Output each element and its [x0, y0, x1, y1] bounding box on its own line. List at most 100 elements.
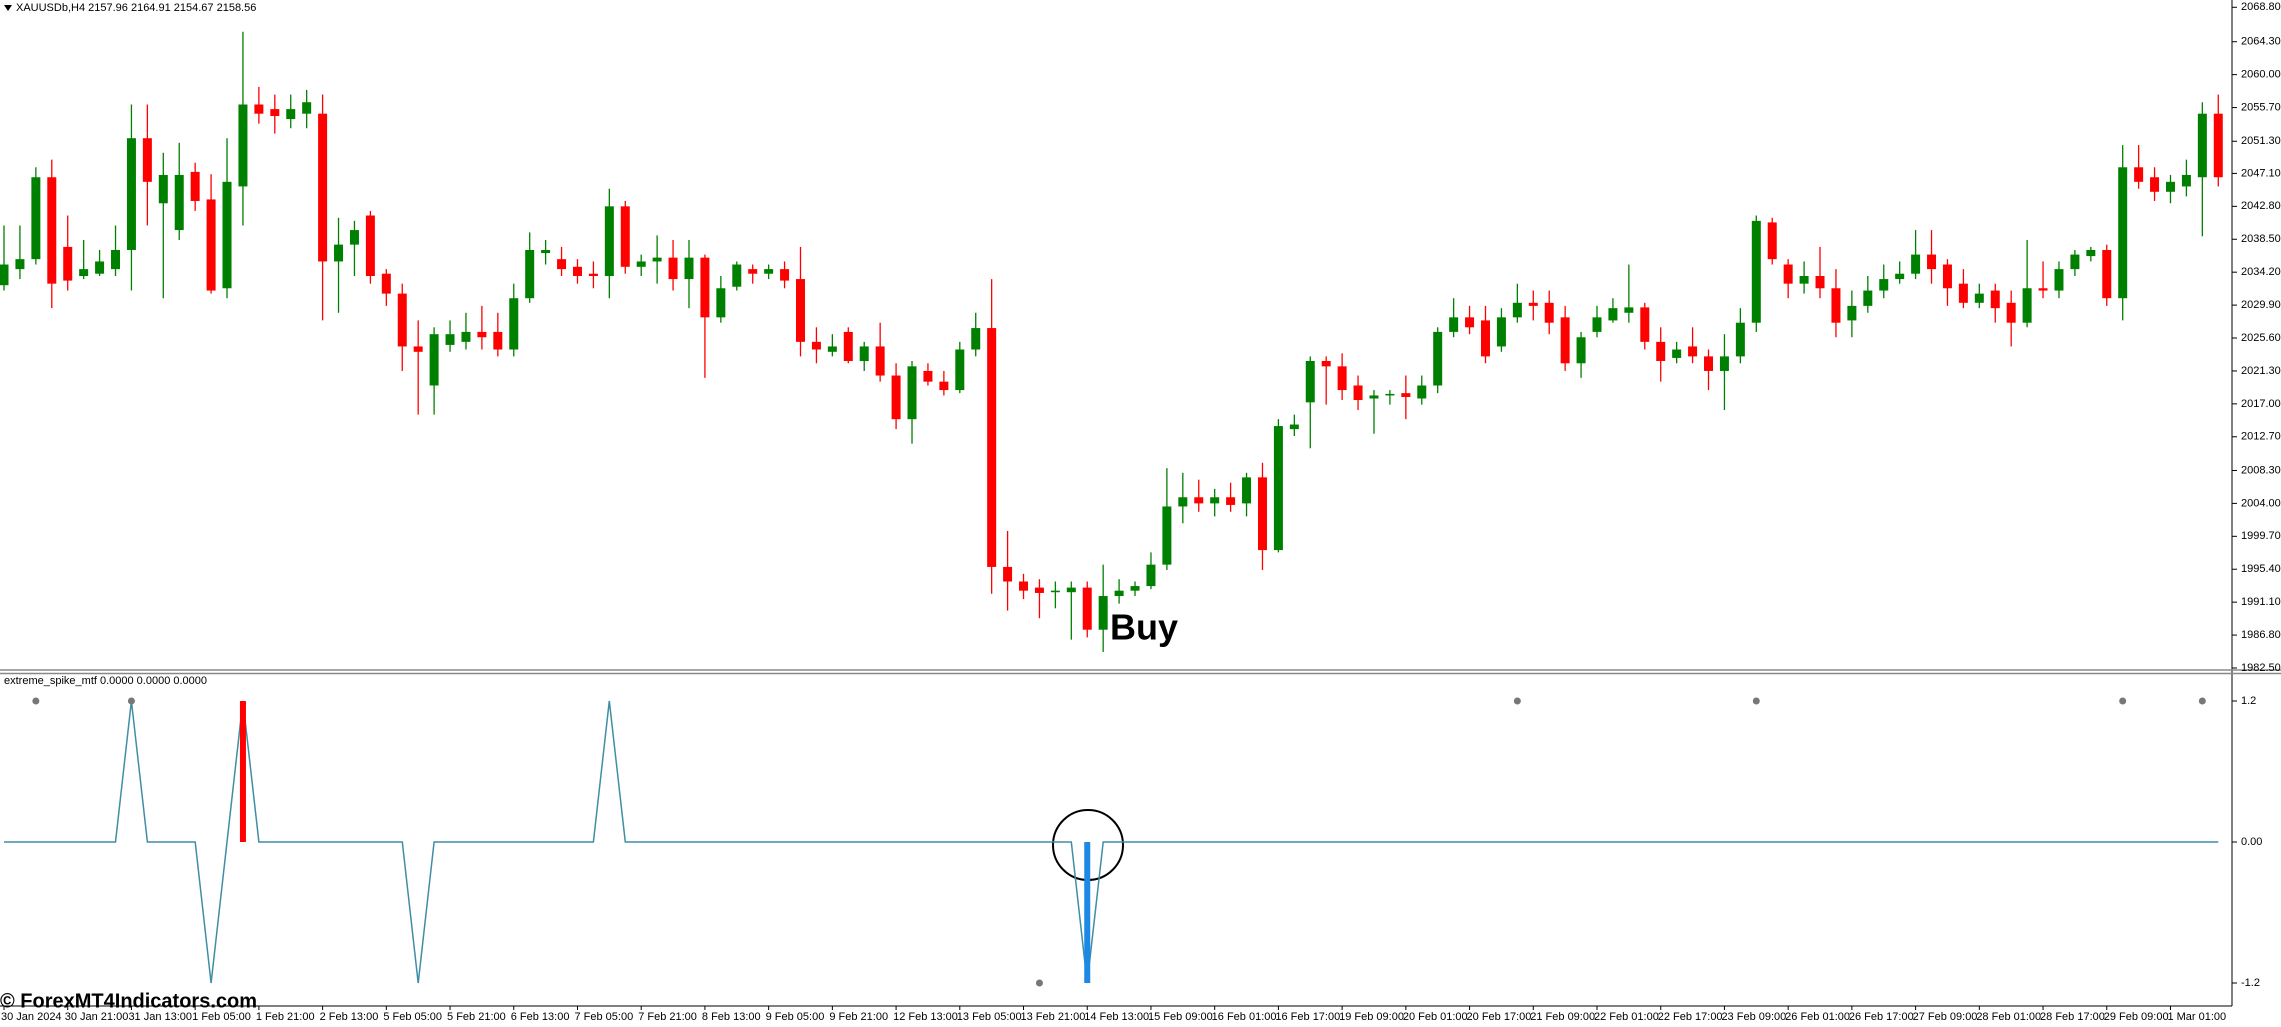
y-tick-label: 2021.30 [2241, 365, 2281, 377]
x-tick-label: 14 Feb 13:00 [1084, 1011, 1149, 1023]
candle-body [1958, 283, 1968, 303]
candle-body [429, 334, 439, 386]
x-tick-label: 1 Mar 01:00 [2167, 1011, 2226, 1023]
candle-body [1433, 331, 1443, 386]
candle-body [1130, 586, 1140, 591]
candle-body [222, 181, 232, 289]
y-tick-label: 2004.00 [2241, 497, 2281, 509]
candle-body [1082, 587, 1092, 630]
candle-body [1353, 385, 1363, 401]
signal-dot [2198, 697, 2206, 705]
candle-body [827, 346, 837, 352]
candle-body [413, 346, 423, 352]
candle-body [1592, 317, 1602, 332]
candle-body [1783, 264, 1793, 284]
candle-body [1114, 590, 1124, 597]
candle-body [1226, 497, 1236, 505]
candle-body [588, 273, 598, 277]
candle-body [2150, 177, 2160, 192]
candle-body [1942, 264, 1952, 289]
candle-body [1735, 322, 1745, 357]
x-tick-label: 21 Feb 09:00 [1530, 1011, 1595, 1023]
x-tick-label: 20 Feb 17:00 [1467, 1011, 1532, 1023]
candle-body [158, 174, 168, 204]
candle-body [31, 177, 41, 260]
candle-body [939, 381, 949, 391]
signal-bar [1084, 842, 1091, 983]
candle-body [63, 246, 73, 281]
x-tick-label: 22 Feb 17:00 [1658, 1011, 1723, 1023]
candle-body [748, 269, 758, 274]
candle-body [1210, 497, 1220, 504]
candle-body [1815, 276, 1825, 289]
candle-body [1847, 305, 1857, 321]
x-tick-label: 23 Feb 09:00 [1721, 1011, 1786, 1023]
candle-body [334, 244, 344, 262]
candle-body [1465, 317, 1475, 328]
candle-body [1242, 477, 1252, 504]
candle-body [1369, 395, 1379, 399]
x-tick-label: 13 Feb 21:00 [1021, 1011, 1086, 1023]
candle-body [1624, 307, 1634, 313]
candle-body [1098, 596, 1108, 630]
candle-body [381, 273, 391, 294]
x-tick-label: 30 Jan 21:00 [65, 1011, 129, 1023]
x-tick-label: 16 Feb 17:00 [1275, 1011, 1340, 1023]
candle-body [174, 174, 184, 231]
indicator-line [4, 700, 2219, 984]
candle-body [1560, 317, 1570, 364]
candle-body [811, 341, 821, 350]
y-tick-label: 2034.20 [2241, 266, 2281, 278]
candle-body [2165, 181, 2175, 192]
candle-body [1512, 302, 1522, 318]
candle-body [79, 269, 89, 277]
candle-body [620, 206, 630, 267]
candle-body [1974, 293, 1984, 303]
candle-body [461, 331, 471, 342]
signal-dot [1752, 697, 1760, 705]
candle-body [2197, 113, 2207, 178]
candle-body [1576, 337, 1586, 364]
y-tick-label: 0.00 [2241, 836, 2262, 848]
chart-title: XAUUSDb,H4 2157.96 2164.91 2154.67 2158.… [16, 2, 256, 14]
candle-body [1911, 254, 1921, 274]
candle-body [1719, 356, 1729, 371]
candle-body [1640, 307, 1650, 342]
candle-body [2006, 302, 2016, 323]
x-tick-label: 1 Feb 21:00 [256, 1011, 315, 1023]
x-tick-label: 1 Feb 05:00 [192, 1011, 251, 1023]
candle-body [2038, 288, 2048, 291]
y-tick-label: -1.2 [2241, 977, 2260, 989]
candle-body [780, 269, 790, 281]
indicator-title: extreme_spike_mtf 0.0000 0.0000 0.0000 [4, 675, 207, 687]
candle-body [859, 346, 869, 361]
x-tick-label: 6 Feb 13:00 [511, 1011, 570, 1023]
x-tick-label: 5 Feb 21:00 [447, 1011, 506, 1023]
candle-body [2213, 113, 2223, 178]
x-tick-label: 8 Feb 13:00 [702, 1011, 761, 1023]
candle-body [126, 138, 136, 250]
y-tick-label: 2029.90 [2241, 299, 2281, 311]
candle-body [190, 171, 200, 201]
candle-body [1337, 366, 1347, 391]
x-tick-label: 30 Jan 2024 [1, 1011, 62, 1023]
candle-body [142, 138, 152, 182]
x-tick-label: 19 Feb 09:00 [1339, 1011, 1404, 1023]
candle-body [1688, 346, 1698, 357]
candle-body [1767, 222, 1777, 260]
candle-body [1751, 220, 1761, 323]
x-tick-label: 15 Feb 09:00 [1148, 1011, 1213, 1023]
x-tick-label: 12 Feb 13:00 [893, 1011, 958, 1023]
candle-body [2054, 269, 2064, 291]
candle-body [955, 349, 965, 391]
candle-body [541, 249, 551, 254]
candle-body [365, 215, 375, 277]
candle-body [572, 266, 582, 277]
y-tick-label: 1986.80 [2241, 629, 2281, 641]
y-tick-label: 2060.00 [2241, 69, 2281, 81]
candle-body [349, 230, 359, 245]
candle-body [2102, 249, 2112, 299]
candle-body [1385, 393, 1395, 396]
